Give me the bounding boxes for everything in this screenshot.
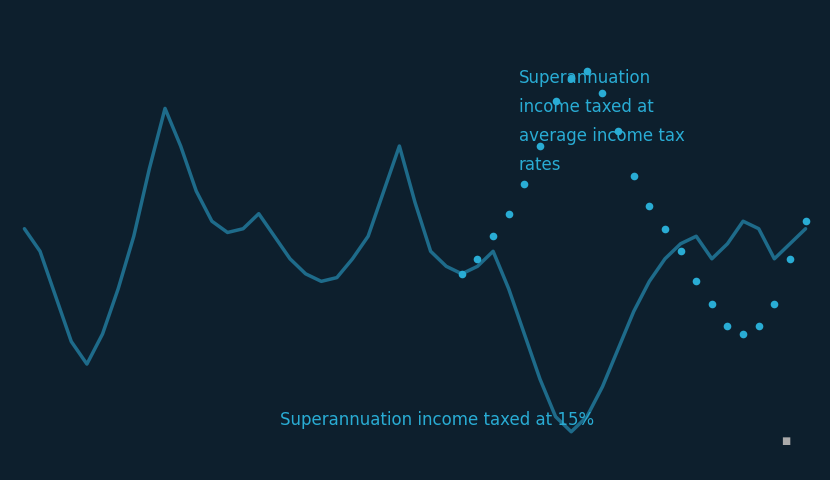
- Text: ■: ■: [781, 436, 790, 446]
- Text: Superannuation
income taxed at
average income tax
rates: Superannuation income taxed at average i…: [519, 69, 685, 174]
- Text: Superannuation income taxed at 15%: Superannuation income taxed at 15%: [280, 411, 593, 430]
